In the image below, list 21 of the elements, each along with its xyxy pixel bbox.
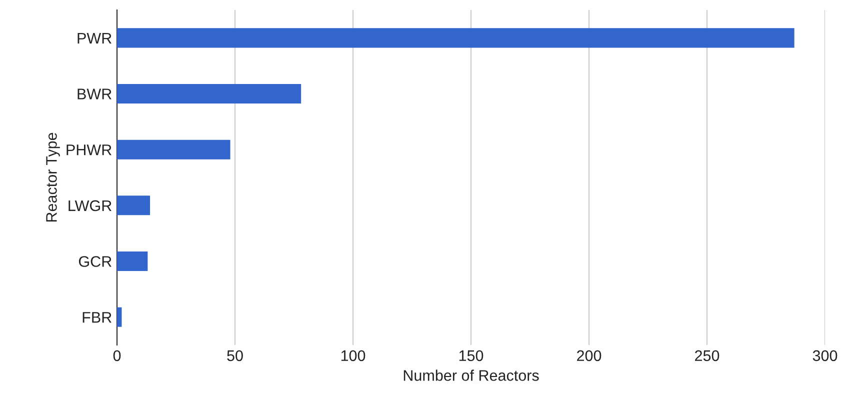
y-axis-title: Reactor Type (46, 132, 60, 222)
y-tick-label: FBR (82, 312, 112, 323)
x-tick-label: 150 (459, 350, 484, 362)
bar (117, 84, 302, 104)
y-tick-label: PHWR (66, 144, 112, 156)
x-tick-label: 200 (577, 350, 602, 362)
y-tick-label: BWR (78, 88, 112, 100)
x-tick-label: 300 (812, 350, 838, 362)
x-axis-title: Number of Reactors (404, 370, 539, 381)
bar (117, 28, 794, 48)
y-tick-label: PWR (78, 32, 112, 44)
y-tick-label: LWGR (68, 200, 112, 212)
bar (117, 140, 230, 160)
x-tick-label: 250 (695, 350, 720, 362)
x-tick-label: 50 (227, 350, 243, 362)
bar (117, 196, 150, 216)
bar (117, 307, 122, 327)
x-tick-label: 100 (341, 350, 366, 362)
bar (117, 251, 148, 272)
x-tick-label: 0 (113, 350, 121, 362)
y-tick-label: GCR (78, 256, 112, 267)
